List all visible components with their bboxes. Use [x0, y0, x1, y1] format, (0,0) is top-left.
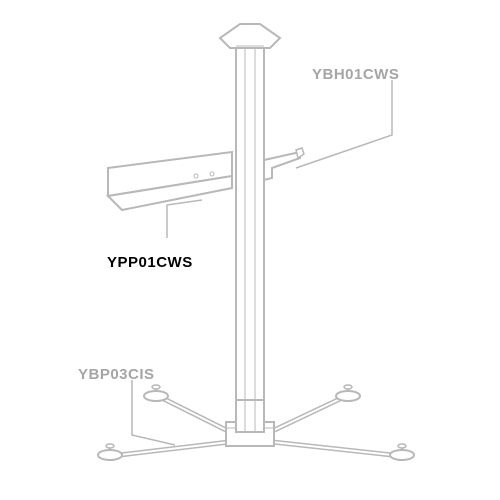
base-foot: [390, 450, 414, 460]
callout-line: [296, 80, 392, 168]
side-bracket: [264, 152, 300, 180]
base-foot: [336, 391, 360, 401]
base-foot: [98, 450, 122, 460]
column: [236, 36, 264, 432]
label-ybh01cws: YBH01CWS: [312, 66, 399, 83]
base-foot: [144, 391, 168, 401]
label-ypp01cws: YPP01CWS: [107, 254, 193, 271]
label-ybp03cis: YBP03CIS: [78, 366, 155, 383]
callout-line: [132, 380, 175, 445]
top-mount: [220, 24, 280, 48]
callout-line: [167, 200, 202, 238]
